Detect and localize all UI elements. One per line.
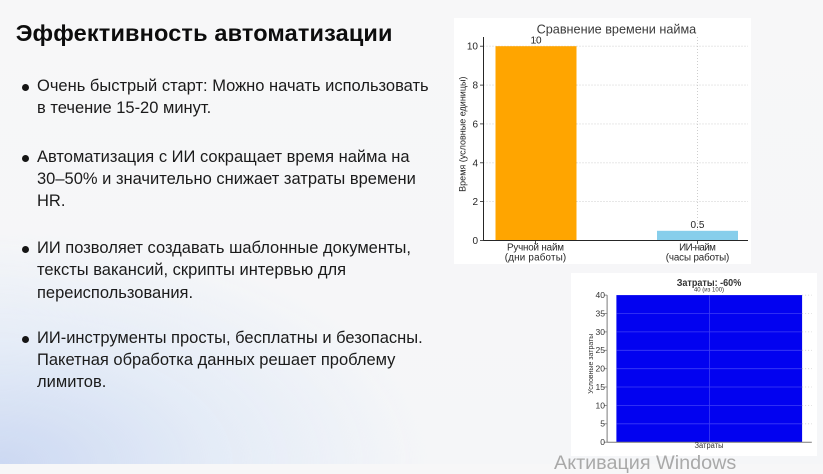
svg-text:25: 25 <box>596 345 606 355</box>
svg-text:ИИ-найм: ИИ-найм <box>679 243 716 254</box>
svg-text:Затраты: Затраты <box>695 441 724 450</box>
svg-text:0: 0 <box>472 236 478 247</box>
svg-text:20: 20 <box>596 364 606 374</box>
svg-text:2: 2 <box>472 197 478 208</box>
svg-text:4: 4 <box>472 158 478 169</box>
svg-text:Время (условные единицы): Время (условные единицы) <box>458 77 468 192</box>
svg-text:Ручной найм: Ручной найм <box>507 243 564 254</box>
svg-text:8: 8 <box>472 81 478 92</box>
svg-text:40: 40 <box>596 290 606 300</box>
svg-text:5: 5 <box>600 419 605 429</box>
svg-text:0.5: 0.5 <box>691 220 705 231</box>
svg-text:30: 30 <box>596 327 606 337</box>
svg-text:6: 6 <box>472 119 478 130</box>
svg-text:10: 10 <box>596 400 606 410</box>
svg-text:(дни работы): (дни работы) <box>505 253 566 264</box>
svg-text:40 (из 100): 40 (из 100) <box>694 288 724 294</box>
svg-text:0: 0 <box>600 437 605 447</box>
svg-text:Затраты: -60%: Затраты: -60% <box>677 278 742 289</box>
svg-text:(часы работы): (часы работы) <box>666 253 730 264</box>
svg-text:35: 35 <box>596 308 606 318</box>
svg-text:10: 10 <box>467 42 479 53</box>
svg-text:10: 10 <box>530 36 542 47</box>
svg-text:15: 15 <box>596 382 606 392</box>
svg-text:Условные затраты: Условные затраты <box>588 334 595 394</box>
svg-text:Сравнение времени найма: Сравнение времени найма <box>537 21 697 36</box>
